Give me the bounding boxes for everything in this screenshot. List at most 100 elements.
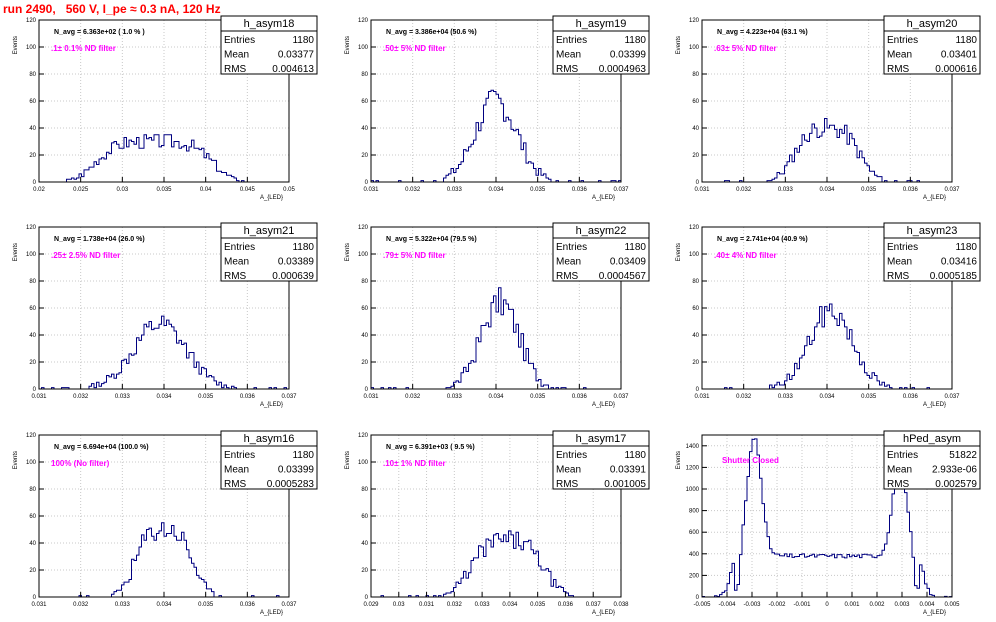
y-tick-label: 100 <box>358 45 369 51</box>
x-tick-label: 0.031 <box>419 602 435 608</box>
x-tick-label: 0.032 <box>73 602 89 608</box>
filter-annotation: .50± 5% ND filter <box>383 44 446 53</box>
y-axis-label: Events <box>13 243 19 261</box>
y-tick-label: 60 <box>692 306 699 312</box>
x-tick-label: 0.032 <box>405 394 421 400</box>
x-tick-label: 0.032 <box>73 394 89 400</box>
x-tick-label: 0 <box>825 602 829 608</box>
x-tick-label: 0.03 <box>116 187 128 193</box>
stats-rms-value: 0.000639 <box>272 271 314 282</box>
stats-mean-value: 0.03391 <box>610 465 647 476</box>
y-tick-label: 100 <box>358 252 369 258</box>
filter-annotation: Shutter Closed <box>722 456 779 465</box>
histogram-panel-h_asym16: 0.031 0.032 0.033 0.034 0.035 0.036 0.037 0 20 40… <box>13 430 318 616</box>
stats-title: h_asym21 <box>244 225 295 237</box>
x-tick-label: 0.037 <box>586 602 602 608</box>
x-tick-label: 0.038 <box>613 602 629 608</box>
x-axis-label: A_{LED} <box>592 195 615 201</box>
x-tick-label: -0.003 <box>743 602 761 608</box>
stats-entries-label: Entries <box>887 450 918 461</box>
navg-label: N_avg = 2.741e+04 (40.9 %) <box>717 236 808 243</box>
y-tick-label: 60 <box>29 514 36 520</box>
histogram-line <box>370 89 622 183</box>
y-tick-label: 20 <box>29 568 36 574</box>
x-axis-label: A_{LED} <box>592 402 615 408</box>
stats-entries-value: 1180 <box>292 450 314 461</box>
x-tick-label: 0.035 <box>861 187 877 193</box>
stats-mean-label: Mean <box>556 50 581 61</box>
stats-entries-label: Entries <box>887 242 918 253</box>
stats-mean-label: Mean <box>224 257 249 268</box>
y-tick-label: 20 <box>29 153 36 159</box>
stats-box <box>883 222 981 282</box>
stats-entries-label: Entries <box>887 35 918 46</box>
stats-rms-label: RMS <box>556 271 579 282</box>
x-tick-label: 0.035 <box>861 394 877 400</box>
stats-title: h_asym20 <box>907 18 958 30</box>
y-tick-label: 20 <box>29 360 36 366</box>
x-tick-label: 0.031 <box>363 187 379 193</box>
x-axis-label: A_{LED} <box>260 402 283 408</box>
stats-mean-value: 0.03409 <box>610 257 647 268</box>
y-tick-label: 40 <box>361 126 368 132</box>
x-tick-label: 0.031 <box>31 602 47 608</box>
x-tick-label: 0.033 <box>447 187 463 193</box>
x-tick-label: 0.036 <box>903 394 919 400</box>
x-tick-label: 0.02 <box>33 187 45 193</box>
y-tick-label: 40 <box>361 333 368 339</box>
x-tick-label: 0.035 <box>530 394 546 400</box>
x-tick-label: 0.032 <box>736 394 752 400</box>
y-axis-label: Events <box>676 451 682 469</box>
stats-mean-label: Mean <box>887 257 912 268</box>
y-axis-label: Events <box>345 36 351 54</box>
stats-entries-value: 1180 <box>624 242 646 253</box>
y-tick-label: 0 <box>696 387 700 393</box>
stats-title: h_asym17 <box>576 433 627 445</box>
y-tick-label: 600 <box>689 530 700 536</box>
x-axis-label: A_{LED} <box>260 610 283 616</box>
navg-label: N_avg = 4.223e+04 (63.1 %) <box>717 29 808 36</box>
histogram-line <box>39 134 289 183</box>
x-tick-label: 0.029 <box>363 602 379 608</box>
x-axis-label: A_{LED} <box>592 610 615 616</box>
stats-rms-value: 0.000616 <box>935 64 977 75</box>
y-tick-label: 120 <box>26 18 37 24</box>
stats-title: h_asym16 <box>244 433 295 445</box>
y-tick-label: 20 <box>361 568 368 574</box>
x-tick-label: 0.034 <box>156 602 172 608</box>
x-tick-label: 0.034 <box>819 394 835 400</box>
x-tick-label: 0.037 <box>944 394 960 400</box>
histogram-panel-h_asym20: 0.031 0.032 0.033 0.034 0.035 0.036 0.037 0 20 40… <box>676 15 981 201</box>
x-tick-label: 0.005 <box>944 602 960 608</box>
x-tick-label: 0.036 <box>572 394 588 400</box>
y-axis-label: Events <box>345 451 351 469</box>
y-tick-label: 80 <box>692 279 699 285</box>
y-tick-label: 1400 <box>686 444 700 450</box>
y-tick-label: 80 <box>29 279 36 285</box>
stats-box <box>552 222 650 282</box>
x-tick-label: 0.033 <box>115 394 131 400</box>
y-tick-label: 60 <box>29 306 36 312</box>
filter-annotation: .25± 2.5% ND filter <box>51 251 120 260</box>
navg-label: N_avg = 1.738e+04 (26.0 %) <box>54 236 145 243</box>
stats-mean-label: Mean <box>887 465 912 476</box>
stats-entries-value: 1180 <box>624 450 646 461</box>
stats-entries-label: Entries <box>224 35 255 46</box>
x-tick-label: 0.032 <box>405 187 421 193</box>
x-tick-label: 0.002 <box>869 602 885 608</box>
histogram-line <box>702 303 952 390</box>
stats-rms-value: 0.001005 <box>604 479 646 490</box>
x-axis-label: A_{LED} <box>260 195 283 201</box>
histogram-line <box>39 315 289 390</box>
y-axis-label: Events <box>13 451 19 469</box>
y-axis-label: Events <box>13 36 19 54</box>
x-tick-label: 0.034 <box>488 187 504 193</box>
y-tick-label: 80 <box>361 487 368 493</box>
x-tick-label: 0.045 <box>240 187 256 193</box>
stats-entries-value: 1180 <box>955 242 977 253</box>
x-tick-label: 0.037 <box>281 602 297 608</box>
stats-rms-label: RMS <box>224 479 247 490</box>
navg-label: N_avg = 6.391e+03 ( 9.5 %) <box>386 444 475 451</box>
x-tick-label: 0.031 <box>694 187 710 193</box>
